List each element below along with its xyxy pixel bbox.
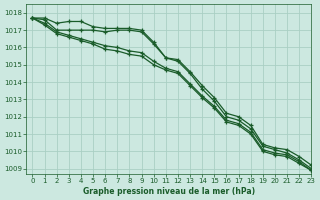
X-axis label: Graphe pression niveau de la mer (hPa): Graphe pression niveau de la mer (hPa) [83,187,255,196]
